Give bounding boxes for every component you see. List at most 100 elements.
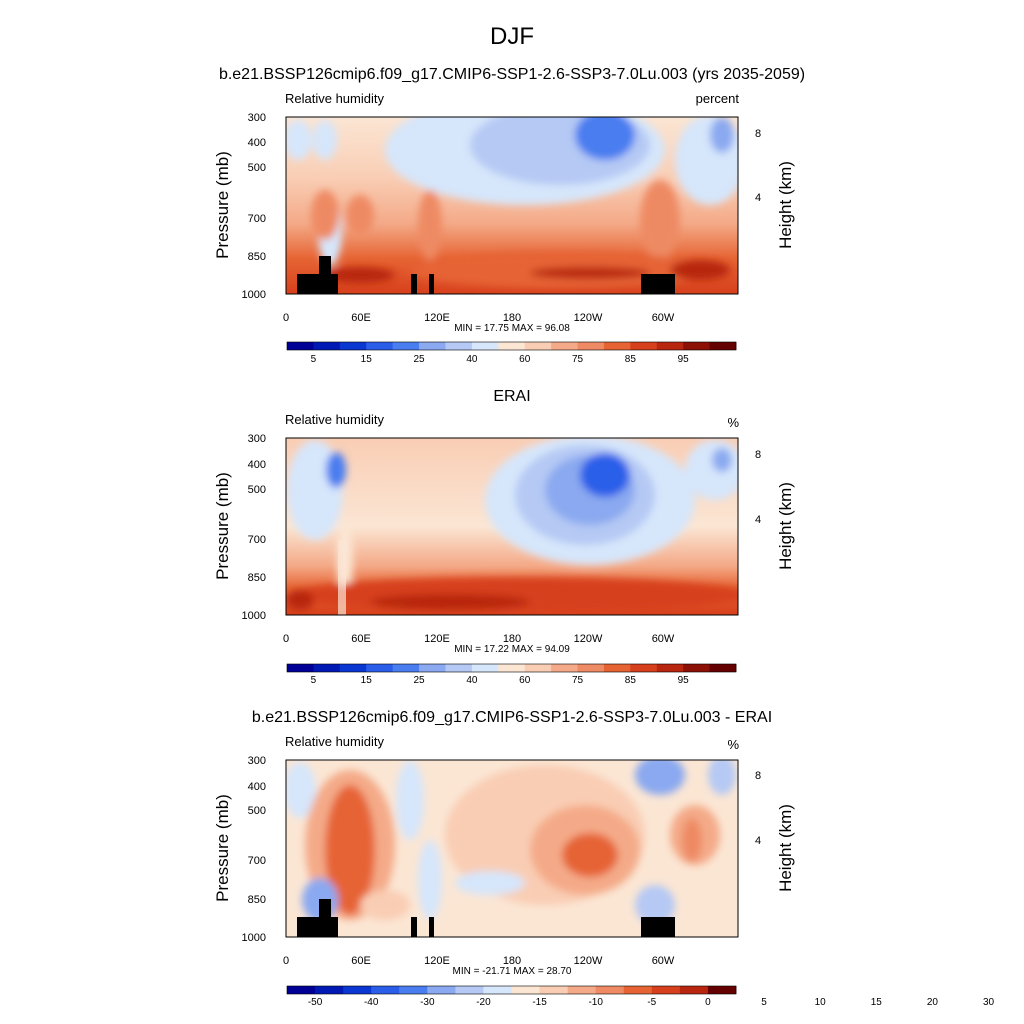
panel-erai: ERAI Relative humidity % Pressure (mb — [213, 388, 795, 686]
colorbar-swatch — [656, 342, 684, 350]
colorbar-swatch — [339, 664, 367, 672]
y-tick: 400 — [248, 781, 266, 793]
panel-erai-xticks: 0 60E 120E 180 120W 60W — [283, 633, 675, 645]
colorbar-swatch — [498, 664, 526, 672]
x-tick: 0 — [283, 955, 289, 967]
panel-erai-yticks: 300 400 500 700 850 1000 — [242, 433, 266, 622]
colorbar-label: -20 — [476, 997, 491, 1008]
colorbar-label: 75 — [572, 354, 584, 365]
y-tick: 1000 — [242, 610, 266, 622]
panel-erai-right-label: % — [727, 415, 739, 430]
y-tick: 850 — [248, 572, 266, 584]
colorbar-swatch — [603, 342, 631, 350]
panel-erai-stats: MIN = 17.22 MAX = 94.09 — [454, 644, 570, 655]
x-tick: 0 — [283, 633, 289, 645]
panel-diff-colorbar: -50-40-30-20-15-10-505101520304050 — [286, 985, 995, 1008]
colorbar-outline — [286, 985, 737, 995]
colorbar-swatch — [577, 664, 605, 672]
colorbar-swatch — [683, 664, 710, 672]
y-tick: 500 — [248, 484, 266, 496]
colorbar-label: -40 — [364, 997, 379, 1008]
x-tick: 180 — [503, 312, 521, 324]
colorbar-swatch — [392, 664, 420, 672]
colorbar-swatch — [524, 342, 552, 350]
panel-diff: b.e21.BSSP126cmip6.f09_g17.CMIP6-SSP1-2.… — [213, 709, 995, 1008]
y2-tick: 4 — [755, 514, 761, 526]
colorbar-swatch — [427, 986, 456, 994]
colorbar-swatch — [445, 664, 473, 672]
panel-model-yticks: 300 400 500 700 850 1000 — [242, 112, 266, 301]
colorbar-label: 75 — [572, 675, 584, 686]
y2-tick: 8 — [755, 449, 761, 461]
y2-tick: 8 — [755, 128, 761, 140]
y-tick: 700 — [248, 213, 266, 225]
colorbar-swatch — [471, 664, 499, 672]
colorbar-label: 30 — [983, 997, 995, 1008]
colorbar-label: 5 — [311, 354, 317, 365]
x-tick: 60E — [351, 955, 371, 967]
colorbar-swatch — [419, 342, 446, 350]
colorbar-swatch — [656, 664, 684, 672]
y-tick: 700 — [248, 534, 266, 546]
y-tick: 400 — [248, 459, 266, 471]
colorbar-label: -5 — [647, 997, 656, 1008]
colorbar-swatch — [567, 986, 597, 994]
x-tick: 60E — [351, 633, 371, 645]
y2-tick: 4 — [755, 192, 761, 204]
colorbar-outline — [286, 341, 737, 351]
colorbar-swatch — [455, 986, 484, 994]
colorbar-label: 10 — [815, 997, 827, 1008]
x-tick: 120W — [574, 312, 603, 324]
colorbar-swatch — [524, 664, 552, 672]
colorbar-label: 25 — [413, 354, 425, 365]
panel-erai-y2label: Height (km) — [776, 482, 795, 570]
colorbar-swatch — [399, 986, 428, 994]
colorbar-label: 85 — [625, 354, 637, 365]
panel-diff-stats: MIN = -21.71 MAX = 28.70 — [453, 966, 572, 977]
x-tick: 60W — [652, 633, 675, 645]
colorbar-swatch — [287, 342, 314, 350]
y-tick: 700 — [248, 855, 266, 867]
colorbar-label: 5 — [311, 675, 317, 686]
colorbar-label: 60 — [519, 675, 531, 686]
panel-model-right-label: percent — [696, 91, 740, 106]
colorbar-label: 20 — [927, 997, 939, 1008]
colorbar-swatch — [577, 342, 605, 350]
colorbar-outline — [286, 663, 737, 673]
colorbar-swatch — [551, 664, 578, 672]
x-tick: 180 — [503, 955, 521, 967]
panel-diff-y2label: Height (km) — [776, 804, 795, 892]
y-tick: 500 — [248, 805, 266, 817]
colorbar-swatch — [287, 986, 316, 994]
colorbar-swatch — [392, 342, 420, 350]
x-tick: 120W — [574, 955, 603, 967]
colorbar-label: 15 — [361, 354, 373, 365]
colorbar-swatch — [595, 986, 625, 994]
x-tick: 180 — [503, 633, 521, 645]
panel-model-stats: MIN = 17.75 MAX = 96.08 — [454, 323, 570, 334]
y2-tick: 4 — [755, 835, 761, 847]
colorbar-swatch — [313, 342, 341, 350]
panel-erai-ylabel: Pressure (mb) — [213, 472, 232, 580]
panel-diff-y2ticks: 8 4 — [755, 770, 761, 847]
colorbar-label: 40 — [466, 354, 478, 365]
panel-diff-left-label: Relative humidity — [285, 734, 384, 749]
y-tick: 300 — [248, 433, 266, 445]
colorbar-swatch — [709, 664, 737, 672]
y-tick: 300 — [248, 112, 266, 124]
y-tick: 500 — [248, 162, 266, 174]
colorbar-swatch — [287, 664, 314, 672]
colorbar-label: 85 — [625, 675, 637, 686]
panel-model-xticks: 0 60E 120E 180 120W 60W — [283, 312, 675, 324]
panel-erai-y2ticks: 8 4 — [755, 449, 761, 526]
panel-erai-field — [286, 438, 738, 615]
x-tick: 120W — [574, 633, 603, 645]
y-tick: 1000 — [242, 932, 266, 944]
x-tick: 60W — [652, 955, 675, 967]
x-tick: 120E — [424, 955, 450, 967]
panel-diff-ylabel: Pressure (mb) — [213, 794, 232, 902]
colorbar-label: -10 — [588, 997, 603, 1008]
panel-model-left-label: Relative humidity — [285, 91, 384, 106]
colorbar-label: 95 — [678, 354, 690, 365]
